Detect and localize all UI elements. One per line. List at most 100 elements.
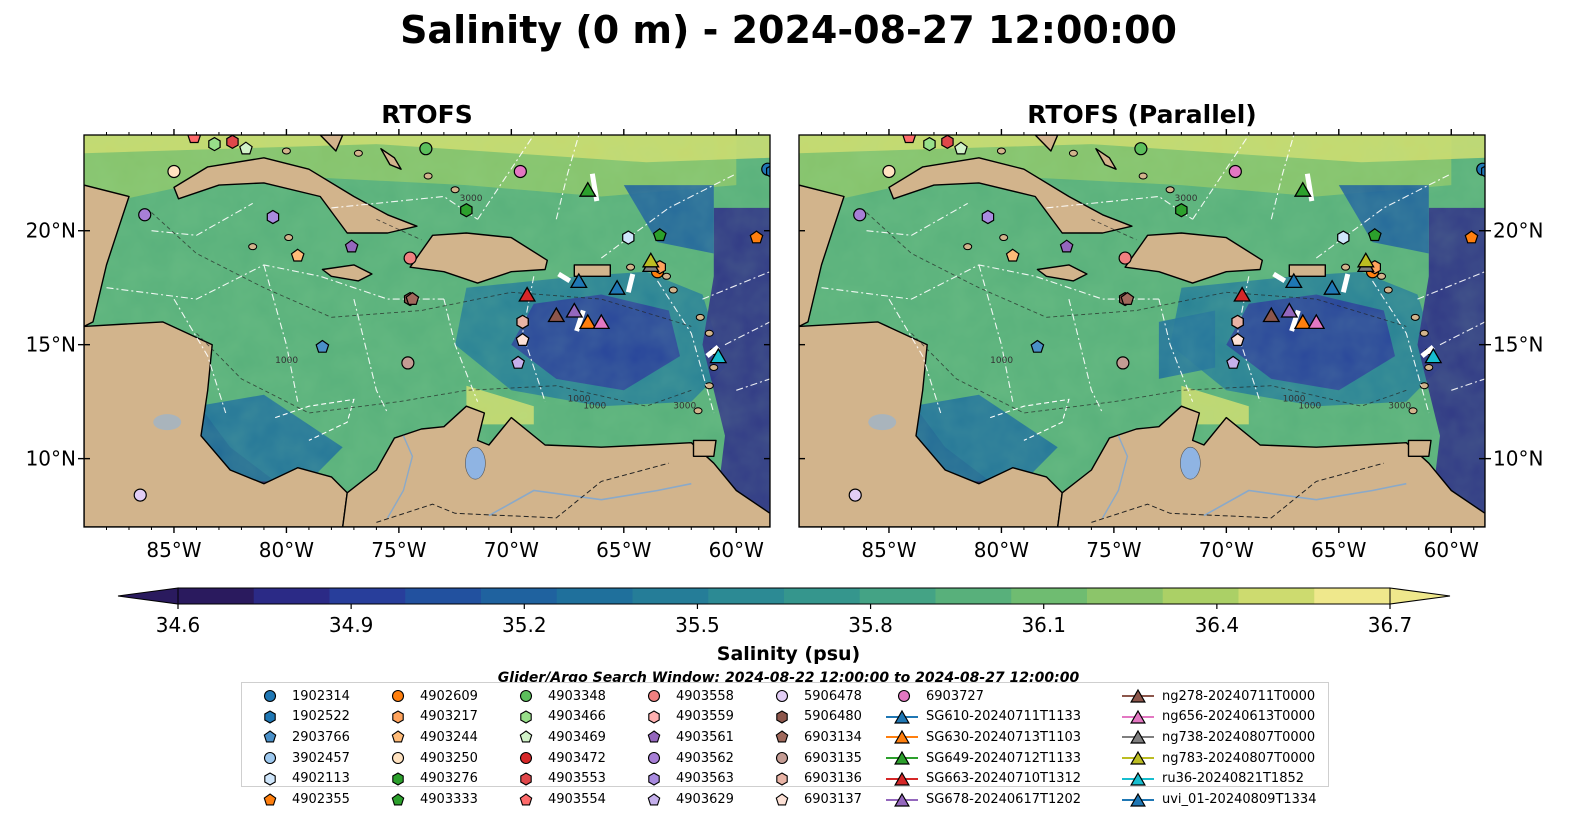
- boundary-line-10: [724, 321, 770, 346]
- legend-hexagon: [392, 710, 404, 724]
- legend-label: ng656-20240613T0000: [1162, 709, 1316, 725]
- legend-label: 4903472: [548, 750, 606, 766]
- legend-label: 2903766: [292, 729, 350, 745]
- legend-circle: [391, 752, 405, 765]
- boundary-line-11: [736, 378, 770, 391]
- legend-label: 6903137: [804, 792, 862, 807]
- small-island-3: [1424, 363, 1434, 371]
- contour-label: 3000: [1175, 194, 1198, 204]
- legend-circle: [647, 689, 661, 703]
- bathymetry-contour-0: [151, 212, 692, 327]
- boundary-line-0: [106, 264, 444, 300]
- argo-float-2903766: [315, 339, 330, 353]
- land-puerto-rico: [1288, 264, 1327, 277]
- argo-float-1902522: [765, 165, 770, 178]
- lon-tick-label: 70°W: [484, 538, 539, 562]
- legend-item-4903466: 4903466: [506, 707, 606, 727]
- argo-legend-marker: [519, 752, 533, 765]
- legend-label: 4902609: [420, 688, 478, 704]
- contour-label: 1000: [568, 395, 591, 405]
- land-hispaniola: [409, 232, 548, 284]
- legend-item-4903558: 4903558: [634, 686, 734, 706]
- boundary-line-6: [1270, 135, 1295, 220]
- boundary-line-14: [151, 202, 253, 236]
- legend-label: 4903554: [548, 792, 606, 807]
- glider-legend-marker: [1122, 771, 1154, 786]
- argo-float-4903562: [138, 208, 152, 222]
- bathymetry-contour-1: [196, 332, 692, 414]
- land-trinidad: [692, 439, 717, 457]
- small-island-8: [1341, 263, 1351, 271]
- argo-float-4903561: [1059, 239, 1074, 253]
- legend-triangle: [894, 750, 910, 765]
- bathymetry-contour-2: [376, 218, 422, 241]
- legend-circle: [263, 689, 277, 703]
- small-island-8: [626, 263, 636, 271]
- argo-float-6903137: [515, 332, 530, 346]
- argo-float-4903469: [954, 141, 968, 155]
- argo-legend-marker: [647, 730, 661, 743]
- glider-SG649-20240712T1133: [578, 181, 597, 197]
- legend-hexagon: [264, 710, 276, 724]
- legend-circle: [775, 689, 789, 703]
- boundary-line-2: [263, 264, 299, 402]
- argo-float-6903135: [401, 356, 415, 370]
- legend-hexagon: [648, 772, 660, 786]
- small-island-0: [1410, 313, 1420, 321]
- small-island-1: [704, 329, 714, 337]
- legend-triangle: [1130, 688, 1146, 703]
- glider-track-4: [557, 271, 572, 283]
- argo-float-6903135: [1116, 356, 1130, 370]
- lat-tick-label: 10°N: [1493, 447, 1543, 471]
- argo-float-4903244: [290, 248, 305, 262]
- colorbar-segment: [1162, 588, 1239, 604]
- legend-item-4903472: 4903472: [506, 748, 606, 768]
- boundary-line-10: [1439, 321, 1485, 346]
- contour-label: 1000: [583, 401, 606, 411]
- legend-triangle: [894, 730, 910, 744]
- legend-triangle: [1130, 792, 1146, 807]
- lon-tick-label: 65°W: [596, 538, 651, 562]
- glider-legend-marker: [1122, 792, 1154, 807]
- legend-label: ru36-20240821T1852: [1162, 771, 1305, 787]
- map-frame: [83, 134, 771, 528]
- colorbar-tick-label: 35.2: [502, 613, 547, 637]
- argo-legend-marker: [776, 710, 788, 724]
- legend-hexagon: [776, 772, 788, 786]
- lake-maracaibo: [465, 446, 486, 480]
- argo-float-5906478: [848, 488, 862, 502]
- argo-legend-marker: [520, 772, 532, 786]
- argo-float-6903136: [1231, 314, 1244, 330]
- legend-pentagon: [647, 730, 661, 743]
- land-jamaica: [1036, 264, 1088, 282]
- legend-label: uvi_01-20240809T1334: [1162, 792, 1317, 807]
- argo-float-4903469: [239, 141, 253, 155]
- glider-legend-marker: [886, 750, 918, 765]
- argo-float-4903561: [344, 239, 359, 253]
- argo-legend-marker: [647, 689, 661, 703]
- legend-circle: [519, 752, 533, 765]
- small-island-12: [996, 147, 1006, 155]
- legend-label: 4903333: [420, 792, 478, 807]
- map-frame: [798, 134, 1486, 528]
- legend-label: 4903562: [676, 750, 734, 766]
- legend-item-ru36-20240821T1852: ru36-20240821T1852: [1120, 769, 1304, 789]
- legend-item-4903563: 4903563: [634, 769, 734, 789]
- legend-item-SG678-20240617T1202: SG678-20240617T1202: [884, 790, 1081, 810]
- legend-label: 4903563: [676, 771, 734, 787]
- legend-hexagon: [520, 710, 532, 724]
- contour-label: 1000: [275, 356, 298, 366]
- colorbar-segment: [708, 588, 785, 604]
- glider-uvi_01-20240809T1334: [1284, 272, 1303, 289]
- legend-label: 4903561: [676, 729, 734, 745]
- colorbar-segment: [859, 588, 936, 604]
- boundary-line-12: [1192, 135, 1250, 220]
- panel-title-rtofs-parallel: RTOFS (Parallel): [1027, 100, 1257, 129]
- small-island-14: [999, 234, 1009, 242]
- argo-legend-marker: [263, 792, 277, 805]
- colorbar-segment: [405, 588, 482, 604]
- legend-label: 4903276: [420, 771, 478, 787]
- small-island-12: [281, 147, 291, 155]
- boundary-line-0: [821, 264, 1159, 300]
